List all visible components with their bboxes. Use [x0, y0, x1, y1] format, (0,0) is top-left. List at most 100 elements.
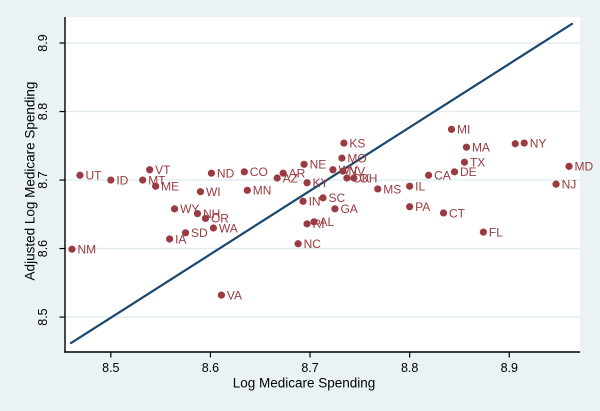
data-point	[310, 218, 318, 226]
data-point	[460, 158, 469, 166]
data-point	[319, 194, 327, 202]
data-point-label: MN	[253, 184, 272, 198]
data-point-label: GA	[340, 202, 357, 216]
data-point	[331, 205, 339, 213]
data-point-label: SC	[328, 191, 345, 205]
data-point	[146, 166, 154, 174]
x-tick-label: 8.6	[202, 361, 219, 375]
data-point-label: DE	[460, 165, 477, 179]
data-point-label: CT	[449, 206, 466, 220]
data-point-label: TX	[470, 156, 485, 170]
data-point-label: OR	[211, 212, 229, 226]
x-tick-label: 8.7	[301, 361, 318, 375]
data-point-label: MT	[148, 173, 166, 187]
y-tick-label: 8.8	[36, 103, 50, 120]
data-point-label: CA	[434, 169, 451, 183]
data-point	[520, 139, 528, 147]
data-point	[243, 186, 251, 194]
x-axis-title: Log Medicare Spending	[232, 375, 376, 391]
data-point-label: NM	[77, 243, 96, 257]
data-point	[329, 166, 337, 174]
data-point-label: CO	[250, 165, 268, 179]
data-point	[294, 240, 302, 248]
data-point	[343, 174, 351, 182]
data-point	[300, 160, 308, 168]
data-point-label: WA	[219, 221, 238, 235]
data-point	[207, 169, 216, 177]
data-point-label: ND	[217, 167, 235, 181]
data-point-label: NC	[304, 237, 322, 251]
data-point	[76, 171, 84, 179]
y-tick-label: 8.5	[36, 308, 50, 325]
data-point-label: ID	[116, 173, 128, 187]
data-point	[196, 188, 205, 196]
data-point	[303, 179, 311, 187]
data-point-label: VT	[155, 163, 171, 177]
data-point-label: ME	[161, 180, 179, 194]
x-tick-label: 8.8	[401, 361, 418, 375]
data-point-label: NE	[310, 158, 327, 172]
data-point-label: AR	[289, 167, 306, 181]
data-point-label: OH	[359, 171, 377, 185]
data-point	[193, 210, 202, 218]
data-point	[68, 245, 76, 253]
data-point-label: MA	[472, 140, 490, 154]
y-tick-label: 8.6	[36, 240, 50, 257]
data-point	[273, 174, 281, 182]
reference-line	[69, 22, 574, 345]
data-point-label: FL	[489, 225, 503, 239]
data-point	[170, 205, 179, 213]
data-point	[139, 176, 147, 184]
data-point	[340, 139, 348, 147]
x-tick-label: 8.9	[501, 361, 518, 375]
data-point-label: MD	[575, 160, 594, 174]
x-tick-label: 8.5	[102, 361, 119, 375]
data-point-label: PA	[415, 200, 430, 214]
data-point-label: AZ	[283, 171, 298, 185]
data-point	[165, 235, 174, 243]
data-point	[406, 203, 414, 211]
data-point-label: SD	[191, 226, 208, 240]
data-point	[339, 167, 347, 175]
data-point	[299, 197, 307, 205]
data-point	[181, 229, 190, 237]
data-point	[462, 143, 471, 151]
data-point	[439, 209, 448, 217]
data-point-label: KY	[313, 176, 329, 190]
data-point-label: IA	[175, 232, 186, 246]
data-point	[201, 214, 210, 223]
data-point	[303, 220, 311, 228]
data-point	[565, 162, 573, 170]
y-tick-label: 8.9	[36, 34, 50, 51]
data-point-label: AL	[320, 215, 335, 229]
data-point-label: WI	[206, 185, 221, 199]
data-point	[552, 180, 560, 188]
data-point-label: IL	[415, 180, 425, 194]
data-point	[217, 291, 225, 299]
data-point	[279, 169, 287, 177]
data-point-label: KS	[349, 136, 365, 150]
data-point-label: MI	[457, 123, 470, 137]
data-point	[240, 168, 248, 176]
data-point	[511, 140, 519, 148]
data-point	[209, 224, 218, 232]
data-point-label: NJ	[562, 177, 577, 191]
data-point	[107, 176, 115, 184]
y-tick-label: 8.7	[36, 171, 50, 188]
data-point	[338, 154, 346, 162]
data-point-label: NY	[530, 136, 547, 150]
y-axis-title: Adjusted Log Medicare Spending	[22, 81, 38, 281]
data-point	[406, 182, 414, 190]
data-point	[424, 171, 433, 179]
data-point-label: IN	[309, 195, 321, 209]
data-point-label: OK	[352, 171, 369, 185]
data-point-label: MO	[347, 151, 366, 165]
data-point	[374, 185, 382, 193]
data-point-label: UT	[85, 169, 102, 183]
data-point	[152, 182, 160, 190]
data-point	[350, 174, 358, 182]
data-point-label: VA	[227, 288, 242, 302]
data-point-label: MS	[383, 182, 401, 196]
